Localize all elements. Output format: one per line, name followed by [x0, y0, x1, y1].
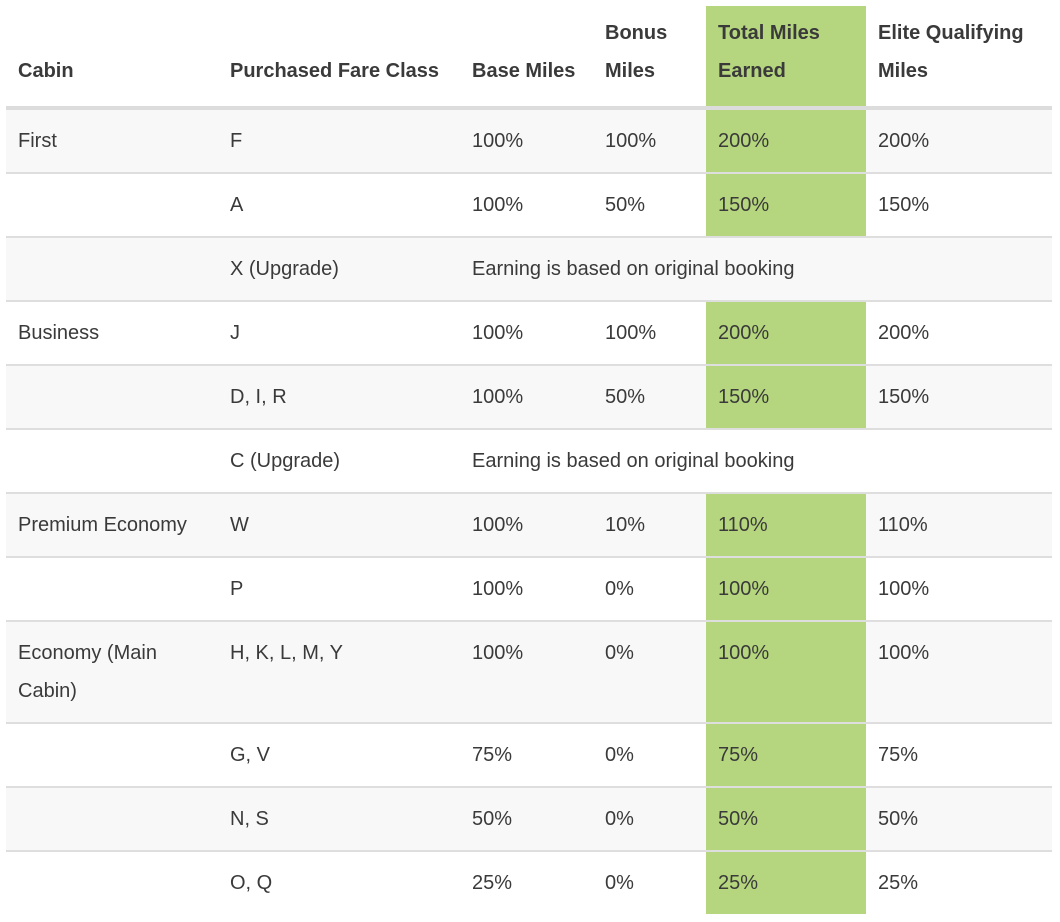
- header-total-miles: Total Miles Earned: [706, 6, 866, 110]
- cell-cabin: [6, 851, 218, 914]
- table-row: A 100% 50% 150% 150%: [6, 173, 1052, 238]
- cell-bonus-miles: 100%: [593, 108, 706, 174]
- cell-total-miles: 25%: [706, 851, 866, 914]
- header-bonus-miles: Bonus Miles: [593, 6, 706, 110]
- header-eqm: Elite Qualifying Miles: [866, 6, 1052, 110]
- cell-eqm: 50%: [866, 787, 1052, 852]
- cell-total-miles: 110%: [706, 493, 866, 558]
- cell-bonus-miles: 0%: [593, 723, 706, 788]
- cell-eqm: 110%: [866, 493, 1052, 558]
- table-row: D, I, R 100% 50% 150% 150%: [6, 365, 1052, 430]
- cell-bonus-miles: 0%: [593, 787, 706, 852]
- cell-eqm: 100%: [866, 557, 1052, 622]
- cell-cabin: [6, 557, 218, 622]
- cell-total-miles: 100%: [706, 557, 866, 622]
- cell-cabin: [6, 365, 218, 430]
- cell-base-miles: 25%: [472, 872, 513, 894]
- cell-base-miles: 100%: [460, 108, 593, 174]
- table-row: O, Q 25% 0% 25% 25%: [6, 851, 1052, 914]
- cell-fare-class: N, S: [218, 787, 460, 852]
- cell-base-miles: 100%: [460, 173, 593, 238]
- cell-bonus-miles: 100%: [593, 301, 706, 366]
- cell-total-miles: 200%: [706, 301, 866, 366]
- cell-eqm: 25%: [878, 872, 919, 894]
- cell-fare-class: F: [218, 108, 460, 174]
- cell-fare-class: A: [218, 173, 460, 238]
- cell-total-miles: 100%: [706, 621, 866, 724]
- cell-total-miles: 150%: [706, 365, 866, 430]
- table-row: Economy (Main Cabin) H, K, L, M, Y 100% 0% 1…: [6, 621, 1052, 724]
- cell-base-miles: 100%: [460, 493, 593, 558]
- cell-fare-class: C (Upgrade): [218, 429, 460, 494]
- cell-total-miles: 50%: [706, 787, 866, 852]
- cell-bonus-miles: 0%: [593, 557, 706, 622]
- table-row: Business J 100% 100% 200% 200%: [6, 301, 1052, 366]
- cell-note: Earning is based on original booking: [460, 237, 1052, 302]
- cell-bonus-miles: 50%: [593, 173, 706, 238]
- cell-base-miles: 100%: [460, 557, 593, 622]
- cell-base-miles: 100%: [460, 621, 593, 724]
- cell-base-miles: 100%: [460, 365, 593, 430]
- cell-cabin: First: [6, 108, 218, 174]
- cell-eqm: 150%: [866, 173, 1052, 238]
- cell-cabin: [6, 237, 218, 302]
- table-row: P 100% 0% 100% 100%: [6, 557, 1052, 622]
- cell-cabin: Business: [6, 301, 218, 366]
- cell-total-miles: 200%: [706, 108, 866, 174]
- cell-cabin: Premium Economy: [6, 493, 218, 558]
- cell-bonus-miles: 10%: [593, 493, 706, 558]
- cell-cabin: [6, 787, 218, 852]
- cell-fare-class: X (Upgrade): [218, 237, 460, 302]
- cell-fare-class: P: [218, 557, 460, 622]
- table-row: X (Upgrade) Earning is based on original …: [6, 237, 1052, 302]
- cell-base-miles: 75%: [460, 723, 593, 788]
- cell-eqm: 75%: [866, 723, 1052, 788]
- header-base-miles: Base Miles: [460, 6, 593, 110]
- header-cabin: Cabin: [6, 6, 218, 110]
- cell-cabin: [6, 429, 218, 494]
- cell-cabin: Economy (Main Cabin): [6, 621, 218, 724]
- cell-fare-class: J: [218, 301, 460, 366]
- cell-cabin: [6, 173, 218, 238]
- cell-eqm: 100%: [866, 621, 1052, 724]
- cell-total-miles: 75%: [706, 723, 866, 788]
- cell-eqm: 200%: [866, 301, 1052, 366]
- header-row: Cabin Purchased Fare Class Base Miles Bo…: [6, 6, 1052, 110]
- cell-bonus-miles: 0%: [605, 872, 634, 894]
- table-row: Premium Economy W 100% 10% 110% 110%: [6, 493, 1052, 558]
- cell-fare-class: W: [218, 493, 460, 558]
- table-row: N, S 50% 0% 50% 50%: [6, 787, 1052, 852]
- cell-fare-class: D, I, R: [218, 365, 460, 430]
- cell-fare-class: H, K, L, M, Y: [218, 621, 460, 724]
- cell-fare-class: G, V: [218, 723, 460, 788]
- cell-eqm: 200%: [866, 108, 1052, 174]
- header-fare-class: Purchased Fare Class: [218, 6, 460, 110]
- table-row: First F 100% 100% 200% 200%: [6, 108, 1052, 174]
- cell-fare-class: O, Q: [230, 872, 273, 894]
- cell-bonus-miles: 0%: [593, 621, 706, 724]
- table-body: First F 100% 100% 200% 200% A 100% 50% 150% 150% X …: [6, 108, 1052, 914]
- cell-base-miles: 50%: [460, 787, 593, 852]
- cell-note: Earning is based on original booking: [460, 429, 1052, 494]
- cell-eqm: 150%: [866, 365, 1052, 430]
- miles-earning-table: Cabin Purchased Fare Class Base Miles Bo…: [6, 6, 1052, 914]
- cell-base-miles: 100%: [460, 301, 593, 366]
- cell-bonus-miles: 50%: [593, 365, 706, 430]
- table-row: C (Upgrade) Earning is based on original …: [6, 429, 1052, 494]
- table-row: G, V 75% 0% 75% 75%: [6, 723, 1052, 788]
- cell-cabin: [6, 723, 218, 788]
- cell-total-miles: 150%: [706, 173, 866, 238]
